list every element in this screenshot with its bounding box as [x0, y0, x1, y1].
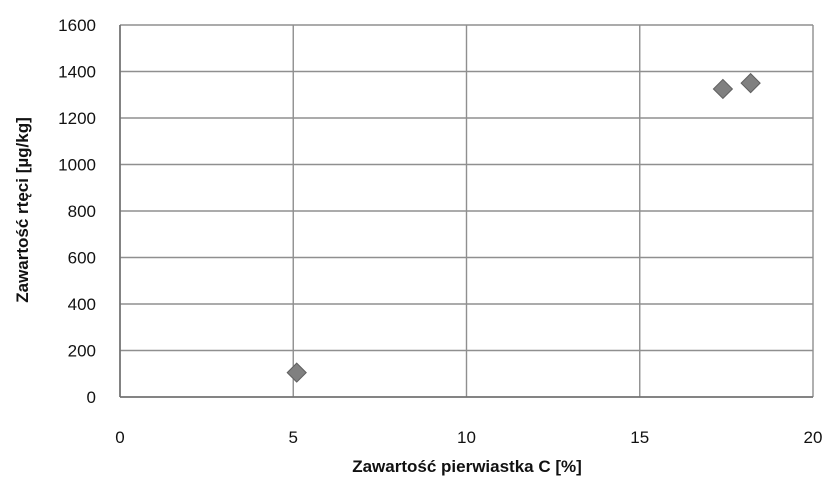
- data-point-1: [286, 362, 307, 383]
- ticks-layer: 0 200 400 600 800 1000 1200 1400 1600 0 5 10 15 20: [58, 16, 822, 447]
- grid-layer: [119, 24, 814, 398]
- y-tick-label-0: 0: [87, 388, 96, 407]
- x-axis-title: Zawartość pierwiastka C [%]: [352, 457, 582, 476]
- y-tick-label-1000: 1000: [58, 156, 96, 175]
- y-tick-label-1600: 1600: [58, 16, 96, 35]
- x-tick-label-15: 15: [630, 428, 649, 447]
- data-point-2: [712, 78, 734, 100]
- points-layer: [286, 72, 761, 383]
- y-tick-label-800: 800: [68, 202, 96, 221]
- x-tick-label-20: 20: [804, 428, 823, 447]
- x-tick-label-0: 0: [115, 428, 124, 447]
- y-tick-label-600: 600: [68, 249, 96, 268]
- y-tick-label-1400: 1400: [58, 63, 96, 82]
- y-tick-label-1200: 1200: [58, 109, 96, 128]
- y-tick-label-400: 400: [68, 295, 96, 314]
- data-point-3: [740, 72, 761, 94]
- y-axis-title: Zawartość rtęci [µg/kg]: [13, 117, 32, 303]
- axes-layer: [119, 25, 813, 398]
- x-tick-label-5: 5: [289, 428, 298, 447]
- x-tick-label-10: 10: [457, 428, 476, 447]
- y-tick-label-200: 200: [68, 342, 96, 361]
